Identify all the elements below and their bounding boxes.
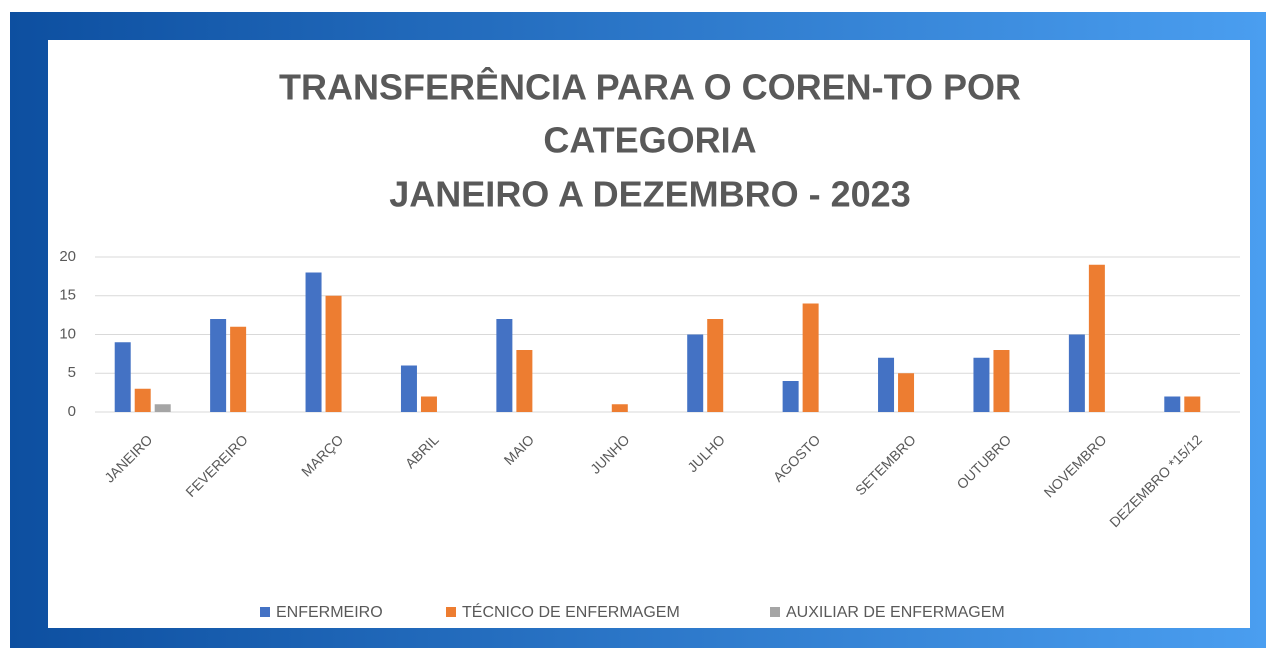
legend-label: TÉCNICO DE ENFERMAGEM <box>462 602 680 621</box>
bar <box>400 365 417 412</box>
bar <box>420 396 437 412</box>
bar <box>305 272 322 412</box>
bar <box>973 357 990 412</box>
bar <box>993 350 1010 412</box>
legend-swatch <box>770 607 780 617</box>
bar <box>898 373 915 412</box>
bar <box>114 342 131 412</box>
bar <box>1164 396 1181 412</box>
legend-label: AUXILIAR DE ENFERMAGEM <box>786 604 1005 621</box>
y-tick-label: 0 <box>68 403 76 420</box>
bar <box>325 295 342 412</box>
bar <box>878 357 895 412</box>
bar <box>1088 264 1105 412</box>
bar <box>802 303 819 412</box>
legend-label: ENFERMEIRO <box>276 604 383 621</box>
bar <box>611 404 628 412</box>
bar <box>210 319 227 412</box>
chart-title: CATEGORIA <box>543 120 756 161</box>
chart-title: JANEIRO A DEZEMBRO - 2023 <box>389 174 910 215</box>
bar <box>1184 396 1201 412</box>
y-tick-label: 20 <box>59 248 76 265</box>
bar <box>687 334 704 412</box>
bar <box>782 381 799 412</box>
bar <box>496 319 513 412</box>
bar <box>154 404 171 412</box>
bar <box>707 319 724 412</box>
y-tick-label: 10 <box>59 325 76 342</box>
bar <box>134 388 151 412</box>
y-tick-label: 15 <box>59 287 76 304</box>
legend-swatch <box>446 607 456 617</box>
bar <box>1068 334 1085 412</box>
bar <box>516 350 533 412</box>
chart-title: TRANSFERÊNCIA PARA O COREN-TO POR <box>279 66 1021 108</box>
bar <box>230 326 247 412</box>
y-tick-label: 5 <box>68 364 76 381</box>
legend-swatch <box>260 607 270 617</box>
